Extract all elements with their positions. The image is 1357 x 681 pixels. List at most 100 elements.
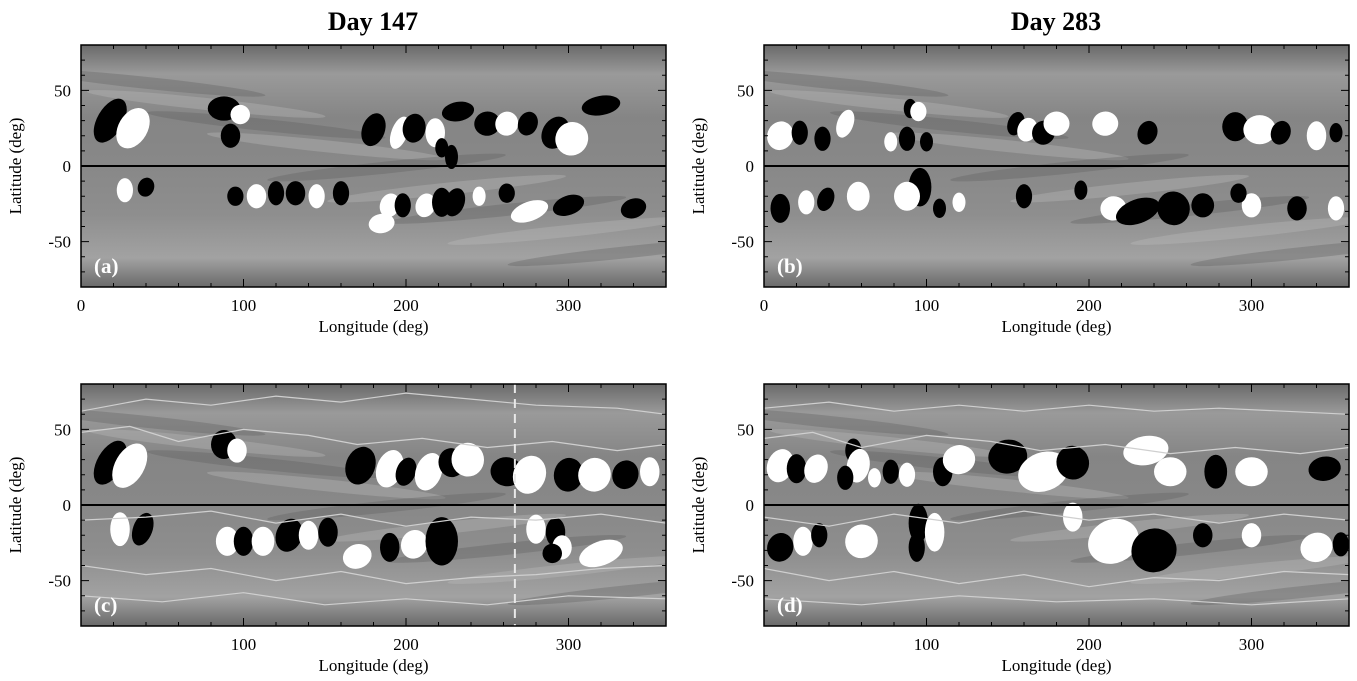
panel-label: (a) [94,254,119,278]
negative-feature [1287,196,1307,221]
negative-feature [137,177,155,197]
negative-feature [445,144,458,170]
positive-feature [846,181,870,211]
heatmap-field [81,45,666,287]
positive-feature [112,443,148,488]
column-title-right: Day 283 [1011,7,1101,36]
x-tick-label: 300 [556,635,582,654]
contour-line [764,401,1349,415]
positive-feature [308,184,325,209]
negative-feature [1222,112,1249,142]
negative-feature [908,503,929,543]
negative-feature [267,181,285,206]
negative-feature [1056,445,1090,480]
y-tick-label: 0 [746,157,755,176]
panel-label: (b) [777,254,803,278]
negative-feature [811,523,828,548]
negative-feature [767,532,794,562]
positive-feature [1043,111,1070,136]
negative-feature [1329,123,1343,143]
positive-feature [415,193,436,218]
negative-feature [770,193,790,223]
field-streak [1190,238,1349,267]
positive-feature [110,512,130,547]
x-tick-label: 300 [556,296,582,315]
field-streak [507,238,666,267]
negative-feature [920,132,933,152]
negative-feature [1308,456,1341,481]
negative-feature [553,457,584,492]
x-tick-label: 200 [1076,635,1102,654]
field-streak [1130,217,1349,245]
y-tick-label: -50 [48,233,71,252]
positive-feature [510,200,549,223]
field-streak [86,429,326,457]
field-streak [146,450,386,479]
positive-feature [1088,518,1139,564]
positive-feature [555,122,589,156]
contour-line [764,567,1349,588]
x-axis-label: Longitude (deg) [319,656,429,675]
positive-feature [1241,193,1262,218]
negative-feature [988,439,1028,474]
x-axis-label: Longitude (deg) [1002,656,1112,675]
y-tick-label: -50 [731,233,754,252]
x-tick-label: 0 [760,296,769,315]
positive-feature [379,193,400,218]
positive-feature [298,520,319,550]
positive-feature [414,452,443,491]
field-streak [950,153,1189,182]
y-tick-label: 50 [54,420,71,439]
field-streak [81,68,266,97]
positive-feature [942,445,976,475]
positive-feature [1063,502,1083,532]
negative-feature [814,126,831,151]
positive-feature [910,101,927,122]
positive-feature [1018,451,1069,492]
negative-feature [345,446,376,485]
negative-feature [435,138,449,158]
panel-a: 0 100 200 300 50 0 -50 Longitude (deg) Latitude … [6,44,667,336]
positive-feature [246,184,267,209]
positive-feature [342,544,372,569]
panel-label: (d) [777,593,803,617]
positive-feature [400,529,428,559]
negative-feature [318,517,338,547]
negative-feature [380,532,400,562]
x-tick-label: 200 [393,296,419,315]
field-streak [764,68,949,97]
negative-feature [444,188,466,217]
negative-feature [1193,523,1213,548]
positive-feature [845,524,878,559]
positive-feature [368,213,395,234]
negative-feature [1191,193,1215,218]
positive-feature [952,192,966,212]
negative-feature [1137,120,1158,145]
negative-feature [402,113,426,143]
negative-feature [220,123,241,148]
positive-feature [1306,121,1327,151]
x-axis-label: Longitude (deg) [319,317,429,336]
positive-feature [1300,532,1333,563]
field-streak [890,132,1129,161]
y-tick-label: 50 [737,420,754,439]
negative-feature [898,126,916,151]
field-streak [1010,174,1249,203]
field-streak [769,90,1009,118]
positive-feature [1154,457,1187,487]
field-streak [146,111,386,140]
positive-feature [1241,523,1262,548]
positive-feature [767,121,794,151]
positive-feature [1243,115,1276,145]
contour-line [764,510,1349,527]
negative-feature [882,459,899,484]
contour-line [81,510,666,527]
negative-feature [275,518,303,552]
negative-feature [498,183,515,203]
field-streak [447,556,666,584]
negative-feature [837,465,854,490]
positive-feature [512,455,547,494]
negative-feature [620,198,647,219]
panel-label: (c) [94,593,117,617]
